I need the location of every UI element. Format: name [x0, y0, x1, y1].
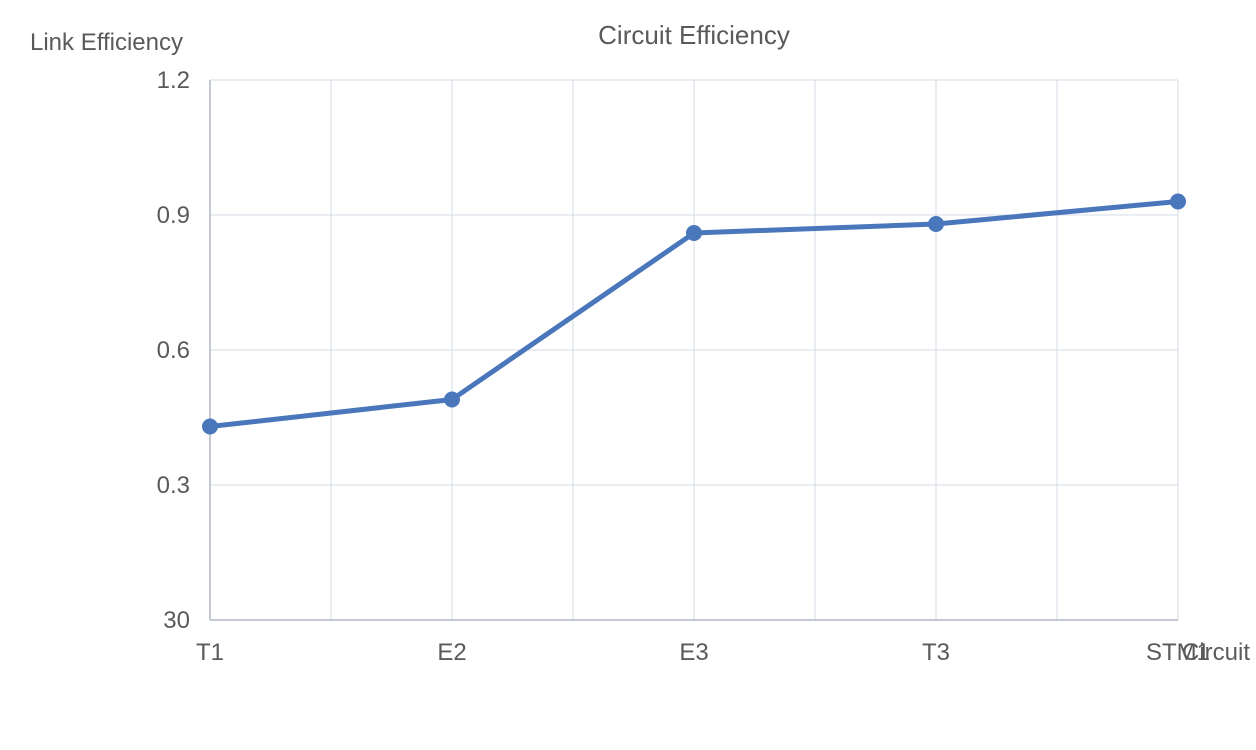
y-tick-label: 0.3: [157, 472, 190, 499]
x-tick-label: T3: [922, 639, 950, 666]
y-tick-label: 0.6: [157, 337, 190, 364]
y-tick-label: 30: [163, 607, 190, 634]
x-axis-title: Circuit: [1182, 639, 1250, 666]
data-point: [202, 419, 218, 435]
x-tick-label: E3: [679, 639, 708, 666]
data-point: [928, 216, 944, 232]
data-point: [686, 225, 702, 241]
x-tick-label: T1: [196, 639, 224, 666]
x-tick-label: E2: [437, 639, 466, 666]
y-tick-label: 1.2: [157, 67, 190, 94]
chart-svg: 300.30.60.91.2T1E2E3T3STM1Circuit Effici…: [0, 0, 1256, 750]
circuit-efficiency-chart: 300.30.60.91.2T1E2E3T3STM1Circuit Effici…: [0, 0, 1256, 750]
y-axis-title: Link Efficiency: [30, 29, 183, 56]
data-point: [444, 392, 460, 408]
chart-title: Circuit Efficiency: [598, 20, 790, 50]
chart-background: [0, 0, 1256, 750]
data-point: [1170, 194, 1186, 210]
y-tick-label: 0.9: [157, 202, 190, 229]
